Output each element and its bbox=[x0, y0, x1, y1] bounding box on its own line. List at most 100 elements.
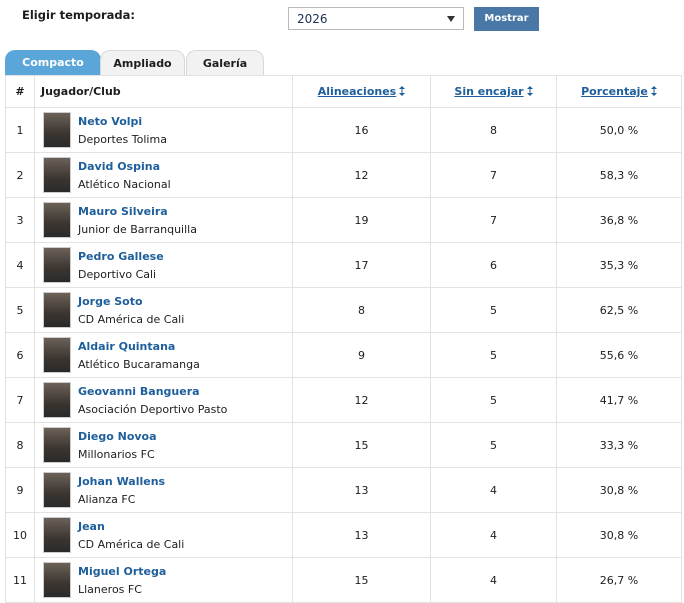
player-photo bbox=[43, 517, 71, 553]
club-name: Atlético Bucaramanga bbox=[78, 357, 200, 371]
percentage: 30,8 % bbox=[556, 512, 682, 558]
percentage: 35,3 % bbox=[556, 242, 682, 288]
player-name[interactable]: David Ospina bbox=[78, 159, 160, 173]
rank: 7 bbox=[5, 377, 35, 423]
sort-icon bbox=[399, 86, 406, 96]
player-cell: Mauro Silveira Junior de Barranquilla bbox=[34, 197, 293, 243]
player-name[interactable]: Jorge Soto bbox=[78, 294, 143, 308]
player-photo bbox=[43, 472, 71, 508]
player-photo bbox=[43, 247, 71, 283]
player: Diego Novoa Millonarios FC bbox=[35, 427, 292, 463]
player-info: Jorge Soto CD América de Cali bbox=[78, 295, 184, 326]
header-text[interactable]: Alineaciones bbox=[317, 85, 397, 98]
player-cell: David Ospina Atlético Nacional bbox=[34, 152, 293, 198]
column-header: Sin encajar bbox=[430, 75, 557, 108]
table-row: 10 Jean CD América de Cali 13 4 30,8 % bbox=[5, 512, 682, 558]
player: Neto Volpi Deportes Tolima bbox=[35, 112, 292, 148]
player-photo bbox=[43, 292, 71, 328]
percentage: 58,3 % bbox=[556, 152, 682, 198]
sort-icon bbox=[526, 86, 533, 96]
appearances: 16 bbox=[292, 107, 431, 153]
player-photo bbox=[43, 337, 71, 373]
header-text: # bbox=[15, 85, 25, 98]
percentage: 36,8 % bbox=[556, 197, 682, 243]
player-photo bbox=[43, 112, 71, 148]
club-name: Millonarios FC bbox=[78, 447, 155, 461]
player-name[interactable]: Miguel Ortega bbox=[78, 564, 167, 578]
rank: 4 bbox=[5, 242, 35, 288]
clean-sheets: 5 bbox=[430, 332, 557, 378]
clean-sheets: 5 bbox=[430, 377, 557, 423]
player-photo bbox=[43, 562, 71, 598]
filter-label: Eligir temporada: bbox=[22, 8, 136, 22]
player-cell: Johan Wallens Alianza FC bbox=[34, 467, 293, 513]
percentage: 41,7 % bbox=[556, 377, 682, 423]
table-row: 6 Aldair Quintana Atlético Bucaramanga 9 5 55… bbox=[5, 332, 682, 378]
player-name[interactable]: Aldair Quintana bbox=[78, 339, 176, 353]
table-row: 7 Geovanni Banguera Asociación Deportivo P… bbox=[5, 377, 682, 423]
header-row: # Jugador/Club Alineaciones Sin encajar Porc… bbox=[5, 75, 682, 108]
club-name: Alianza FC bbox=[78, 492, 136, 506]
player: Johan Wallens Alianza FC bbox=[35, 472, 292, 508]
clean-sheets: 6 bbox=[430, 242, 557, 288]
player-name[interactable]: Johan Wallens bbox=[78, 474, 166, 488]
clean-sheets: 5 bbox=[430, 287, 557, 333]
table-body: 1 Neto Volpi Deportes Tolima 16 8 50,0 % 2 Davi… bbox=[5, 107, 682, 603]
percentage: 50,0 % bbox=[556, 107, 682, 153]
player: Jorge Soto CD América de Cali bbox=[35, 292, 292, 328]
tab[interactable]: Ampliado bbox=[100, 50, 185, 75]
player-cell: Miguel Ortega Llaneros FC bbox=[34, 557, 293, 603]
stats-table: # Jugador/Club Alineaciones Sin encajar Porc… bbox=[5, 75, 682, 603]
player-photo bbox=[43, 157, 71, 193]
table-row: 2 David Ospina Atlético Nacional 12 7 58,3 % bbox=[5, 152, 682, 198]
clean-sheets: 4 bbox=[430, 557, 557, 603]
appearances: 8 bbox=[292, 287, 431, 333]
rank: 6 bbox=[5, 332, 35, 378]
show-button[interactable]: Mostrar bbox=[474, 7, 539, 31]
table-row: 3 Mauro Silveira Junior de Barranquilla 19 7… bbox=[5, 197, 682, 243]
header-text[interactable]: Porcentaje bbox=[581, 85, 648, 98]
appearances: 12 bbox=[292, 377, 431, 423]
player-info: Diego Novoa Millonarios FC bbox=[78, 430, 157, 461]
rank: 3 bbox=[5, 197, 35, 243]
column-header: # bbox=[5, 75, 35, 108]
player-info: David Ospina Atlético Nacional bbox=[78, 160, 171, 191]
appearances: 15 bbox=[292, 422, 431, 468]
header-text[interactable]: Sin encajar bbox=[454, 85, 524, 98]
rank: 1 bbox=[5, 107, 35, 153]
rank: 8 bbox=[5, 422, 35, 468]
player-name[interactable]: Diego Novoa bbox=[78, 429, 157, 443]
tab[interactable]: Compacto bbox=[5, 50, 101, 75]
clean-sheets: 8 bbox=[430, 107, 557, 153]
appearances: 13 bbox=[292, 512, 431, 558]
percentage: 55,6 % bbox=[556, 332, 682, 378]
table-row: 4 Pedro Gallese Deportivo Cali 17 6 35,3 % bbox=[5, 242, 682, 288]
player-name[interactable]: Jean bbox=[78, 519, 105, 533]
season-select[interactable]: 2026 bbox=[288, 7, 464, 30]
player-cell: Pedro Gallese Deportivo Cali bbox=[34, 242, 293, 288]
player-name[interactable]: Geovanni Banguera bbox=[78, 384, 200, 398]
player-info: Pedro Gallese Deportivo Cali bbox=[78, 250, 164, 281]
club-name: Deportivo Cali bbox=[78, 267, 157, 281]
player-cell: Jorge Soto CD América de Cali bbox=[34, 287, 293, 333]
club-name: Deportes Tolima bbox=[78, 132, 167, 146]
player: Pedro Gallese Deportivo Cali bbox=[35, 247, 292, 283]
player-info: Neto Volpi Deportes Tolima bbox=[78, 115, 167, 146]
player: Mauro Silveira Junior de Barranquilla bbox=[35, 202, 292, 238]
clean-sheets: 4 bbox=[430, 467, 557, 513]
player-photo bbox=[43, 427, 71, 463]
tab[interactable]: Galería bbox=[186, 50, 264, 75]
player-photo bbox=[43, 382, 71, 418]
player-info: Aldair Quintana Atlético Bucaramanga bbox=[78, 340, 200, 371]
table-row: 11 Miguel Ortega Llaneros FC 15 4 26,7 % bbox=[5, 557, 682, 603]
player-info: Miguel Ortega Llaneros FC bbox=[78, 565, 166, 596]
player-cell: Aldair Quintana Atlético Bucaramanga bbox=[34, 332, 293, 378]
player-name[interactable]: Neto Volpi bbox=[78, 114, 143, 128]
appearances: 17 bbox=[292, 242, 431, 288]
player-name[interactable]: Mauro Silveira bbox=[78, 204, 168, 218]
player-cell: Jean CD América de Cali bbox=[34, 512, 293, 558]
rank: 11 bbox=[5, 557, 35, 603]
player-name[interactable]: Pedro Gallese bbox=[78, 249, 164, 263]
